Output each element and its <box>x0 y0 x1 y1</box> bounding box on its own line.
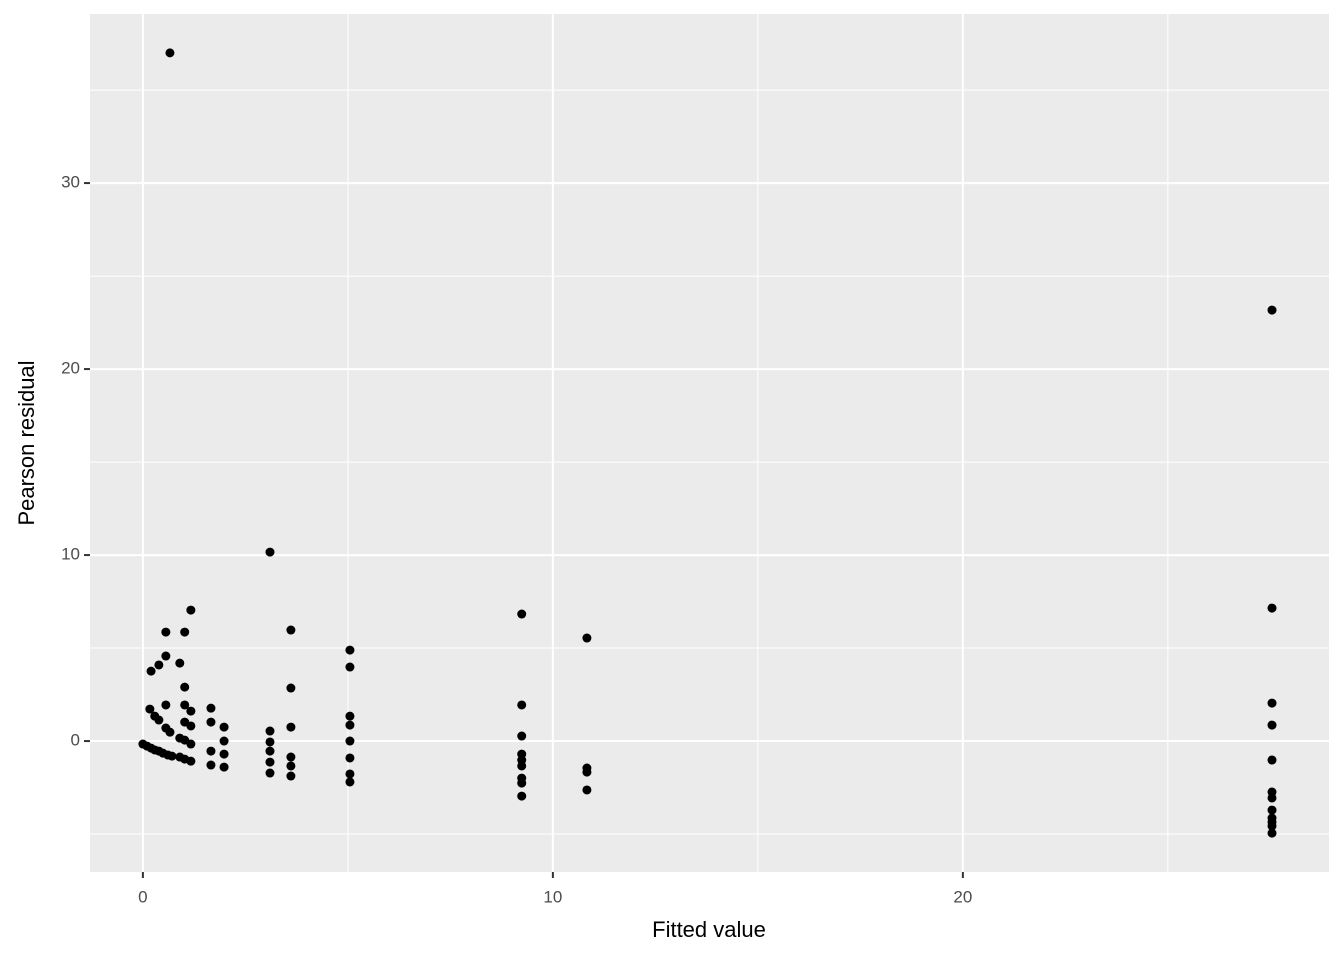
point <box>517 700 527 710</box>
point <box>345 662 355 672</box>
panel <box>90 14 1329 872</box>
point <box>206 703 216 713</box>
point <box>582 633 592 643</box>
point <box>180 700 190 710</box>
point <box>345 720 355 730</box>
point <box>180 627 190 637</box>
x-tick-label: 0 <box>138 887 147 906</box>
point <box>161 627 171 637</box>
point <box>286 722 296 732</box>
point <box>186 739 196 749</box>
point <box>145 704 155 714</box>
x-axis-title: Fitted value <box>652 917 766 942</box>
point <box>1267 821 1277 831</box>
point <box>286 761 296 771</box>
point <box>186 756 196 766</box>
point <box>219 722 229 732</box>
point <box>186 721 196 731</box>
point <box>265 737 275 747</box>
point <box>582 767 592 777</box>
point <box>219 736 229 746</box>
point <box>345 753 355 763</box>
point <box>265 547 275 557</box>
point <box>345 645 355 655</box>
point <box>286 752 296 762</box>
point <box>206 760 216 770</box>
point <box>265 746 275 756</box>
point <box>167 751 177 761</box>
y-axis-title: Pearson residual <box>14 360 39 525</box>
point <box>286 771 296 781</box>
point <box>345 769 355 779</box>
point <box>517 761 527 771</box>
y-tick-label: 30 <box>61 173 80 192</box>
point <box>1267 305 1277 315</box>
point <box>345 736 355 746</box>
point <box>1267 720 1277 730</box>
point <box>265 768 275 778</box>
point <box>286 683 296 693</box>
point <box>1267 805 1277 815</box>
point <box>154 660 164 670</box>
point <box>1267 603 1277 613</box>
point <box>1267 698 1277 708</box>
point <box>186 706 196 716</box>
point <box>265 726 275 736</box>
point <box>219 749 229 759</box>
point <box>1267 755 1277 765</box>
point <box>286 625 296 635</box>
point <box>517 778 527 788</box>
point <box>582 785 592 795</box>
point <box>206 746 216 756</box>
point <box>154 715 164 725</box>
x-tick-label: 10 <box>543 887 562 906</box>
point <box>186 605 196 615</box>
point <box>175 658 185 668</box>
point <box>265 757 275 767</box>
point <box>180 682 190 692</box>
point <box>165 727 175 737</box>
point <box>206 717 216 727</box>
point <box>146 666 156 676</box>
point <box>517 791 527 801</box>
point <box>1267 793 1277 803</box>
point <box>161 651 171 661</box>
point <box>165 48 175 58</box>
point <box>1267 828 1277 838</box>
point <box>345 777 355 787</box>
y-tick-label: 20 <box>61 359 80 378</box>
y-tick-label: 10 <box>61 545 80 564</box>
point <box>219 762 229 772</box>
point <box>345 711 355 721</box>
point <box>517 731 527 741</box>
point <box>161 700 171 710</box>
point <box>517 609 527 619</box>
x-tick-label: 20 <box>953 887 972 906</box>
y-tick-label: 0 <box>71 731 80 750</box>
